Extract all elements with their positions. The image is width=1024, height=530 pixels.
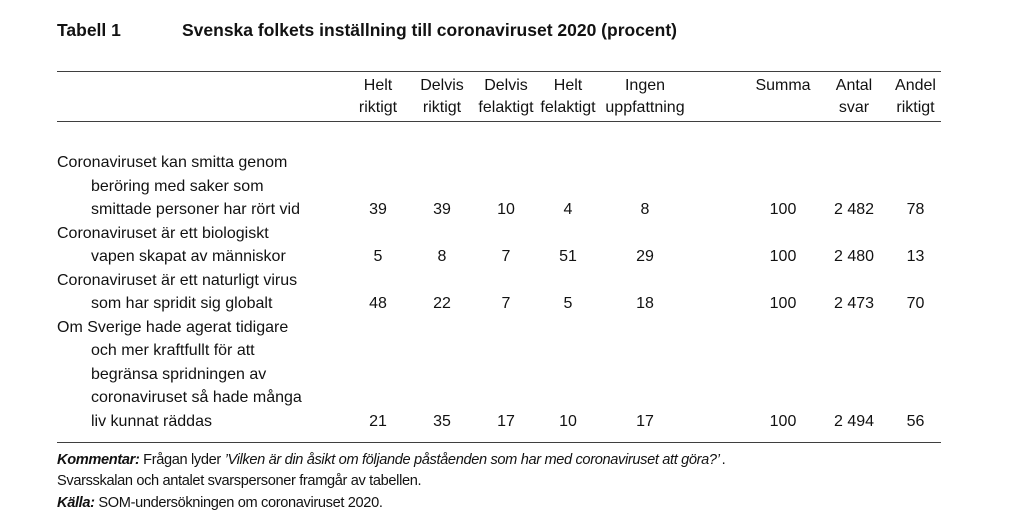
value-cell: 17 [497,412,515,430]
kommentar-lead: Frågan lyder [143,452,221,468]
value-cell: 2 494 [833,412,875,430]
column-header-andel-riktigt: Andel riktigt [895,76,936,116]
value-cell: 100 [769,295,797,312]
value-cell: 2 473 [833,295,875,312]
kommentar-period: . [721,452,726,468]
value-cell: 70 [906,295,925,312]
scale-note: Svarsskalan och antalet svarspersoner fr… [57,473,422,490]
value-cell: 21 [369,412,387,430]
value-cell: 51 [559,248,577,265]
kommentar-question: ’Vilken är din åsikt om följande påståen… [224,452,720,468]
statement-cell: Coronaviruset är ett biologiskt vapen sk… [57,224,286,266]
value-cell: 4 [563,201,573,218]
column-header-antal-svar: Antal svar [835,76,873,116]
statement-cell: Coronaviruset kan smitta genom beröring … [57,154,300,218]
column-header-ingen-uppfattning: Ingen uppfattning [605,76,685,116]
statistics-table: Helt riktigt Delvis riktigt Delvis felak… [57,71,941,443]
value-cell: 5 [373,248,383,265]
value-cell: 17 [636,412,654,430]
table-row: Coronaviruset är ett biologiskt vapen sk… [57,222,941,269]
value-cell: 7 [501,248,511,265]
kommentar-note: Kommentar: Frågan lyder ’Vilken är din å… [57,450,977,471]
value-cell: 29 [636,248,654,265]
table-row: Coronaviruset är ett naturligt virus som… [57,269,941,316]
value-cell: 100 [769,248,797,265]
table-header-row: Helt riktigt Delvis riktigt Delvis felak… [57,71,941,122]
value-cell: 78 [906,201,925,218]
value-cell: 18 [636,295,654,312]
source-text: SOM-undersökningen om coronaviruset 2020… [98,494,383,511]
column-header-statement [57,72,345,121]
table-notes: Kommentar: Frågan lyder ’Vilken är din å… [57,450,977,514]
column-header-helt-riktigt: Helt riktigt [358,76,398,116]
statement-cell: Om Sverige hade agerat tidigare och mer … [57,318,302,430]
statement-cell: Coronaviruset är ett naturligt virus som… [57,271,298,313]
table-row: Om Sverige hade agerat tidigare och mer … [57,316,941,434]
value-cell: 2 480 [833,248,875,265]
table-body: Coronaviruset kan smitta genom beröring … [57,122,941,443]
value-cell: 7 [501,295,511,312]
column-header-helt-felaktigt: Helt felaktigt [540,76,596,116]
value-cell: 2 482 [833,201,875,218]
value-cell: 22 [433,295,451,312]
source-label: Källa: [57,494,95,511]
value-cell: 100 [769,201,797,218]
column-header-delvis-riktigt: Delvis riktigt [420,76,464,116]
value-cell: 100 [769,412,797,430]
table-row: Coronaviruset kan smitta genom beröring … [57,151,941,222]
column-header-summa: Summa [755,76,811,94]
value-cell: 39 [433,201,451,218]
value-cell: 48 [369,295,387,312]
value-cell: 10 [559,412,577,430]
source-note: Källa: SOM-undersökningen om coronavirus… [57,493,977,514]
table-title-text: Svenska folkets inställning till coronav… [182,20,678,40]
value-cell: 10 [497,201,515,218]
column-header-delvis-felaktigt: Delvis felaktigt [478,76,534,116]
table-number: Tabell 1 [57,20,121,40]
kommentar-label: Kommentar: [57,452,140,468]
value-cell: 13 [906,248,925,265]
value-cell: 5 [563,295,573,312]
value-cell: 56 [906,412,925,430]
value-cell: 35 [433,412,451,430]
value-cell: 8 [640,201,650,218]
value-cell: 39 [369,201,387,218]
table-title: Tabell 1 Svenska folkets inställning til… [57,19,677,41]
value-cell: 8 [437,248,447,265]
